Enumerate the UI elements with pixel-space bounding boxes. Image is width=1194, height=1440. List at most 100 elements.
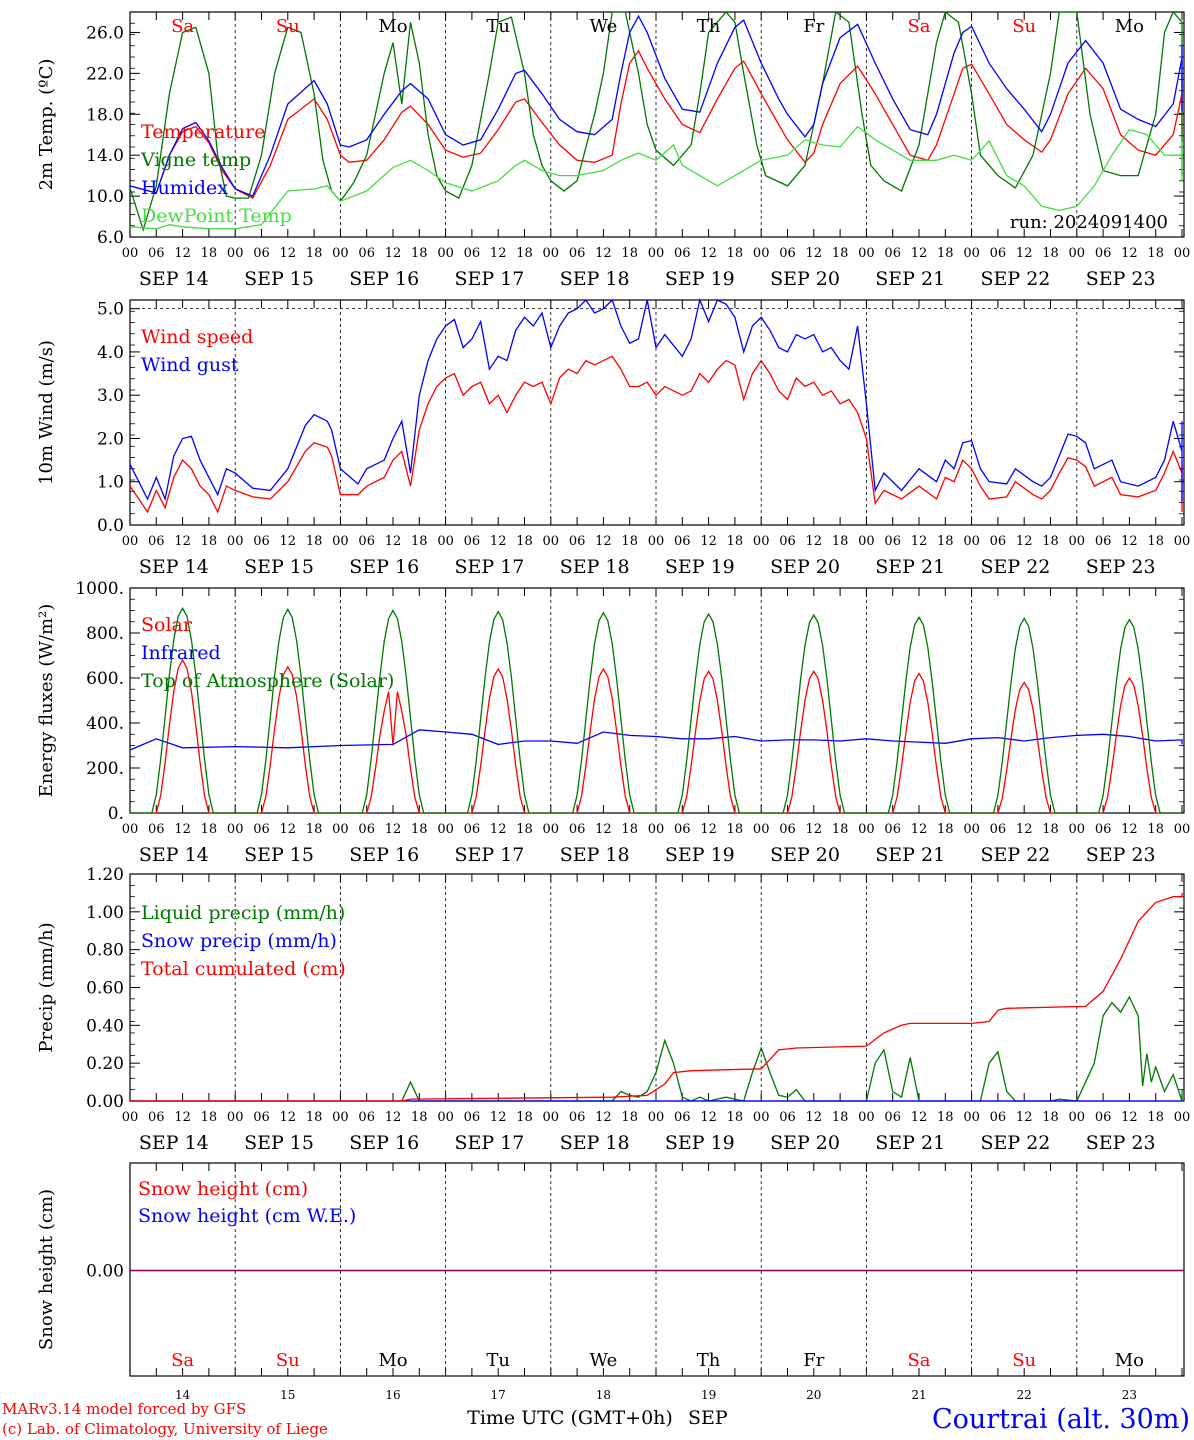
day-label: SEP 20 bbox=[770, 556, 840, 578]
y-axis-label: 10m Wind (m/s) bbox=[36, 340, 57, 485]
hour-tick-label: 00 bbox=[753, 534, 770, 549]
hour-tick-label: 00 bbox=[332, 534, 349, 549]
day-number: 22 bbox=[1017, 1388, 1032, 1402]
day-label: SEP 18 bbox=[560, 1132, 630, 1154]
day-label: SEP 19 bbox=[665, 844, 735, 866]
hour-tick-label: 18 bbox=[306, 246, 323, 261]
weekday-label: We bbox=[590, 16, 618, 37]
hour-tick-label: 06 bbox=[990, 246, 1007, 261]
y-tick-label: 400. bbox=[86, 714, 124, 734]
hour-tick-label: 12 bbox=[1016, 1110, 1033, 1125]
day-label: SEP 17 bbox=[454, 556, 524, 578]
hour-tick-label: 00 bbox=[1069, 246, 1086, 261]
hour-tick-label: 06 bbox=[884, 534, 901, 549]
hour-tick-label: 06 bbox=[253, 246, 270, 261]
hour-tick-label: 12 bbox=[700, 822, 717, 837]
hour-tick-label: 12 bbox=[1121, 246, 1138, 261]
hour-tick-label: 00 bbox=[1174, 246, 1191, 261]
day-label: SEP 14 bbox=[139, 1132, 209, 1154]
hour-tick-label: 18 bbox=[1042, 246, 1059, 261]
hour-tick-label: 18 bbox=[832, 534, 849, 549]
day-number: 21 bbox=[911, 1388, 926, 1402]
hour-tick-label: 18 bbox=[727, 822, 744, 837]
weekday-label: Sa bbox=[171, 1350, 194, 1371]
hour-tick-label: 00 bbox=[543, 822, 560, 837]
day-label: SEP 22 bbox=[980, 268, 1050, 290]
day-label: SEP 15 bbox=[244, 1132, 314, 1154]
hour-tick-label: 00 bbox=[543, 534, 560, 549]
hour-tick-label: 12 bbox=[595, 246, 612, 261]
hour-tick-label: 00 bbox=[332, 246, 349, 261]
hour-tick-label: 18 bbox=[1042, 1110, 1059, 1125]
day-number: 16 bbox=[385, 1388, 400, 1402]
hour-tick-label: 00 bbox=[437, 1110, 454, 1125]
weekday-label: Tu bbox=[486, 16, 510, 37]
y-tick-label: 0.00 bbox=[86, 1092, 124, 1112]
hour-tick-label: 00 bbox=[963, 1110, 980, 1125]
credit-line-2: (c) Lab. of Climatology, University of L… bbox=[2, 1420, 328, 1438]
day-label: SEP 14 bbox=[139, 556, 209, 578]
hour-tick-label: 00 bbox=[543, 1110, 560, 1125]
hour-tick-label: 06 bbox=[358, 246, 375, 261]
hour-tick-label: 00 bbox=[1069, 1110, 1086, 1125]
hour-tick-label: 00 bbox=[963, 822, 980, 837]
hour-tick-label: 12 bbox=[1121, 1110, 1138, 1125]
y-tick-label: 22.0 bbox=[86, 64, 124, 84]
hour-tick-label: 18 bbox=[411, 246, 428, 261]
hour-tick-label: 06 bbox=[464, 246, 481, 261]
hour-tick-label: 12 bbox=[911, 822, 928, 837]
hour-tick-label: 06 bbox=[148, 1110, 165, 1125]
legend-item: Snow precip (mm/h) bbox=[141, 930, 337, 952]
y-tick-label: 3.0 bbox=[97, 386, 124, 406]
hour-tick-label: 18 bbox=[201, 822, 218, 837]
y-tick-label: 0.20 bbox=[86, 1054, 124, 1074]
hour-tick-label: 00 bbox=[753, 246, 770, 261]
hour-tick-label: 18 bbox=[621, 534, 638, 549]
y-tick-label: 200. bbox=[86, 759, 124, 779]
hour-tick-label: 00 bbox=[753, 1110, 770, 1125]
day-label: SEP 18 bbox=[560, 268, 630, 290]
hour-tick-label: 18 bbox=[937, 534, 954, 549]
weekday-label: Fr bbox=[803, 16, 824, 37]
legend-item: Liquid precip (mm/h) bbox=[141, 902, 345, 924]
hour-tick-label: 06 bbox=[779, 534, 796, 549]
day-label: SEP 23 bbox=[1086, 268, 1156, 290]
day-label: SEP 21 bbox=[875, 844, 945, 866]
hour-tick-label: 06 bbox=[358, 1110, 375, 1125]
day-number: 20 bbox=[806, 1388, 821, 1402]
hour-tick-label: 12 bbox=[385, 534, 402, 549]
hour-tick-label: 06 bbox=[569, 534, 586, 549]
hour-tick-label: 18 bbox=[621, 246, 638, 261]
day-label: SEP 22 bbox=[980, 1132, 1050, 1154]
weekday-label: Th bbox=[697, 16, 721, 37]
hour-tick-label: 06 bbox=[674, 246, 691, 261]
hour-tick-label: 06 bbox=[569, 1110, 586, 1125]
credit-line-1: MARv3.14 model forced by GFS bbox=[2, 1400, 246, 1418]
hour-tick-label: 18 bbox=[411, 534, 428, 549]
y-axis-label: Snow height (cm) bbox=[36, 1189, 57, 1350]
hour-tick-label: 06 bbox=[990, 1110, 1007, 1125]
day-label: SEP 17 bbox=[454, 1132, 524, 1154]
hour-tick-label: 18 bbox=[1147, 1110, 1164, 1125]
hour-tick-label: 12 bbox=[700, 1110, 717, 1125]
series-line-total-cumulated-cm- bbox=[130, 892, 1183, 1102]
day-label: SEP 21 bbox=[875, 1132, 945, 1154]
day-number: 23 bbox=[1122, 1388, 1137, 1402]
hour-tick-label: 00 bbox=[332, 1110, 349, 1125]
weekday-label: Fr bbox=[803, 1350, 824, 1371]
weekday-label: Mo bbox=[378, 1350, 407, 1371]
hour-tick-label: 18 bbox=[306, 1110, 323, 1125]
weekday-label: Sa bbox=[171, 16, 194, 37]
hour-tick-label: 06 bbox=[148, 534, 165, 549]
hour-tick-label: 00 bbox=[122, 822, 139, 837]
day-number: 14 bbox=[175, 1388, 191, 1402]
series-line-dewpoint-temp bbox=[129, 125, 1183, 230]
hour-tick-label: 06 bbox=[358, 534, 375, 549]
series-line-temperature bbox=[129, 49, 1183, 199]
hour-tick-label: 18 bbox=[937, 822, 954, 837]
day-number: 17 bbox=[491, 1388, 506, 1402]
legend-item: Wind speed bbox=[141, 326, 253, 348]
day-label: SEP 23 bbox=[1086, 556, 1156, 578]
y-tick-label: 14.0 bbox=[86, 146, 124, 166]
